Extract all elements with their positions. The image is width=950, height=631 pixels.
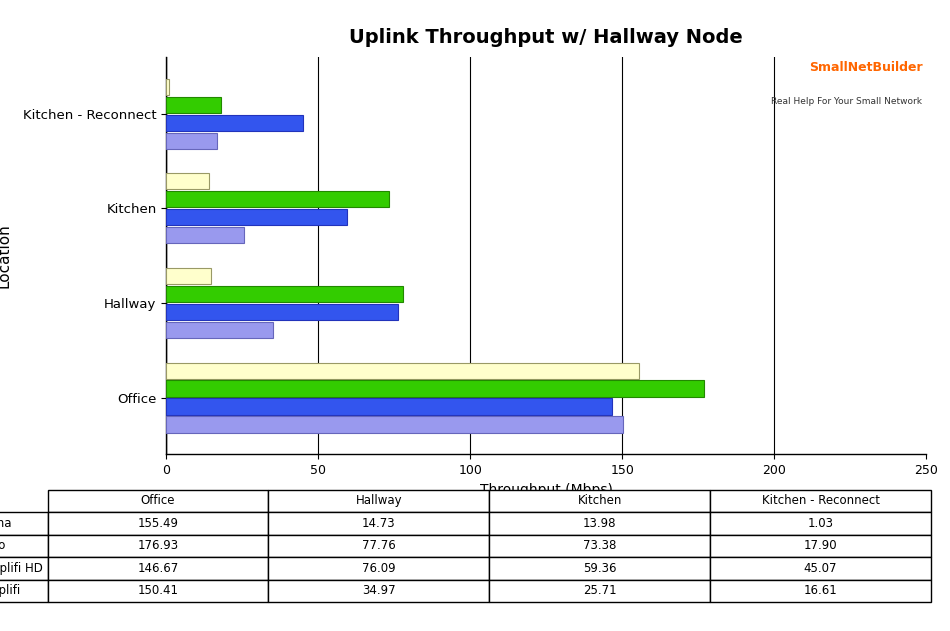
Bar [166,97,220,112]
Bar [166,191,390,207]
Bar [166,209,347,225]
X-axis label: Throughput (Mbps): Throughput (Mbps) [480,483,613,497]
Text: SmallNetBuilder: SmallNetBuilder [808,61,922,74]
Text: Real Help For Your Small Network: Real Help For Your Small Network [771,97,922,105]
Bar [166,133,217,149]
Bar [166,78,169,95]
Bar [166,304,397,320]
Bar [166,173,209,189]
Bar [166,114,303,131]
Bar [166,380,704,397]
Title: Uplink Throughput w/ Hallway Node: Uplink Throughput w/ Hallway Node [350,28,743,47]
Bar [166,399,612,415]
Bar [166,362,639,379]
Bar [166,268,211,284]
Bar [166,286,403,302]
Bar [166,322,273,338]
Bar [166,416,623,433]
Bar [166,227,244,243]
Y-axis label: Location: Location [0,223,11,288]
